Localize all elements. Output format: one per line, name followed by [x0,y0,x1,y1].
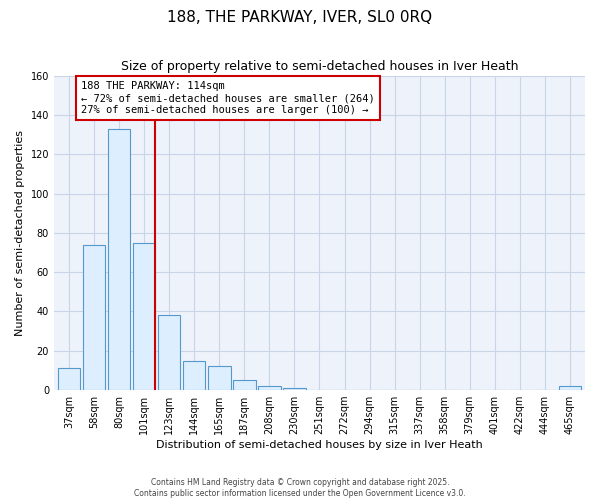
X-axis label: Distribution of semi-detached houses by size in Iver Heath: Distribution of semi-detached houses by … [156,440,483,450]
Text: Contains HM Land Registry data © Crown copyright and database right 2025.
Contai: Contains HM Land Registry data © Crown c… [134,478,466,498]
Bar [208,366,230,390]
Text: 188 THE PARKWAY: 114sqm
← 72% of semi-detached houses are smaller (264)
27% of s: 188 THE PARKWAY: 114sqm ← 72% of semi-de… [82,82,375,114]
Text: 188, THE PARKWAY, IVER, SL0 0RQ: 188, THE PARKWAY, IVER, SL0 0RQ [167,10,433,25]
Title: Size of property relative to semi-detached houses in Iver Heath: Size of property relative to semi-detach… [121,60,518,73]
Bar [559,386,581,390]
Bar [133,242,155,390]
Bar [233,380,256,390]
Y-axis label: Number of semi-detached properties: Number of semi-detached properties [15,130,25,336]
Bar [58,368,80,390]
Bar [258,386,281,390]
Bar [83,244,105,390]
Bar [283,388,305,390]
Bar [158,316,181,390]
Bar [183,360,205,390]
Bar [108,128,130,390]
